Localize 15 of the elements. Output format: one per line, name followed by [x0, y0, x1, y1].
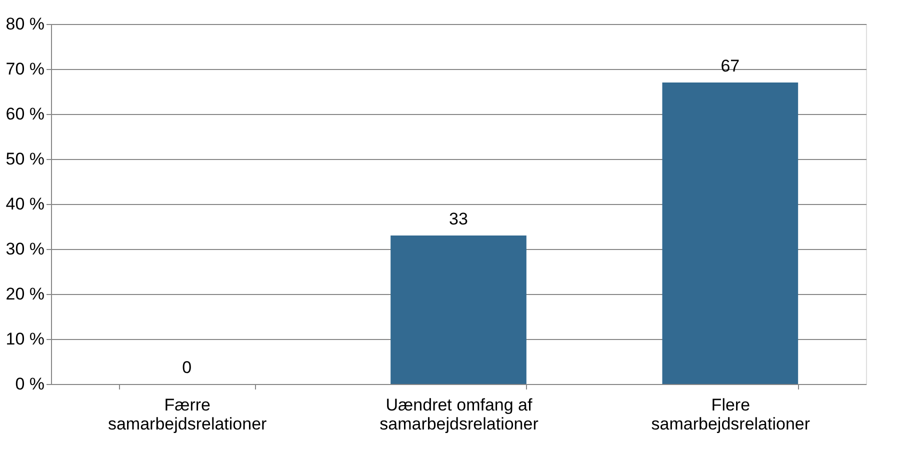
- data-label: 33: [449, 210, 468, 228]
- y-tick-label: 80 %: [6, 14, 44, 34]
- x-tick-label: Færre samarbejdsrelationer: [108, 396, 268, 434]
- data-label: 67: [720, 56, 740, 76]
- y-tick-label: 30 %: [6, 240, 44, 258]
- y-tick-label: 40 %: [6, 194, 44, 214]
- y-tick-label: 10 %: [6, 330, 44, 348]
- y-tick-label: 20 %: [6, 284, 44, 304]
- x-tick-label: Uændret omfang af samarbejdsrelationer: [380, 396, 539, 434]
- data-label: 0: [182, 358, 192, 377]
- y-tick-label: 50 %: [6, 150, 44, 168]
- x-tick-label: Flere samarbejdsrelationer: [651, 396, 810, 434]
- y-tick-label: 60 %: [6, 104, 44, 124]
- y-tick-label: 70 %: [6, 60, 44, 78]
- y-tick-label: 0 %: [15, 374, 44, 394]
